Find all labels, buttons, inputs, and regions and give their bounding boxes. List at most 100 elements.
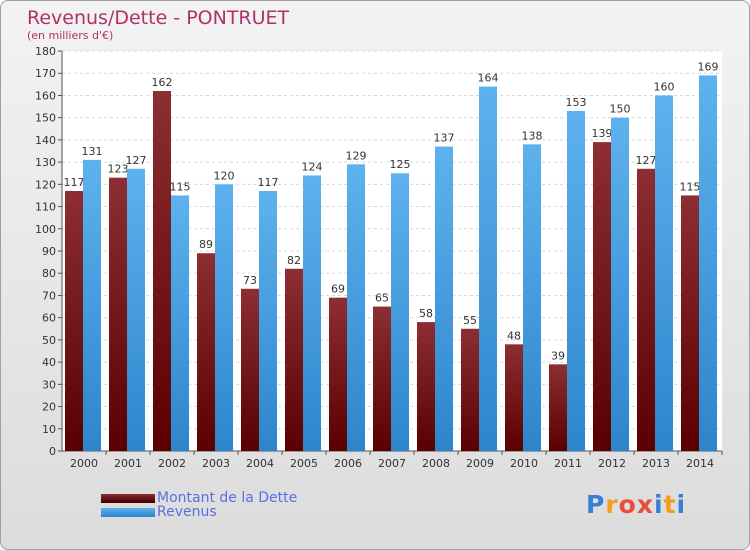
- revenue-bar-2012: [611, 117, 629, 452]
- x-tick-label-2005: 2005: [290, 457, 318, 470]
- x-tick-label-2003: 2003: [202, 457, 230, 470]
- logo-letter: i: [676, 490, 687, 519]
- y-tick-label: 120: [35, 178, 56, 191]
- y-tick-label: 0: [49, 445, 56, 458]
- x-tick-label-2008: 2008: [422, 457, 450, 470]
- debt-bar-2005: [285, 268, 303, 451]
- y-tick-label: 30: [42, 378, 56, 391]
- revenue-value-label-2002: 115: [170, 180, 191, 193]
- revenue-value-label-2003: 120: [214, 169, 235, 182]
- x-tick-label-2013: 2013: [642, 457, 670, 470]
- legend-swatch-debt: [101, 493, 155, 503]
- legend-swatch-revenue: [101, 507, 155, 517]
- revenue-bar-2007: [391, 173, 409, 451]
- debt-bar-2007: [373, 306, 391, 451]
- debt-value-label-2001: 123: [108, 163, 129, 176]
- debt-bar-2009: [461, 328, 479, 451]
- y-tick-label: 80: [42, 267, 56, 280]
- debt-value-label-2012: 139: [592, 127, 613, 140]
- x-tick-label-2012: 2012: [598, 457, 626, 470]
- y-tick-label: 160: [35, 89, 56, 102]
- revenue-value-label-2008: 137: [434, 132, 455, 145]
- x-tick-label-2006: 2006: [334, 457, 362, 470]
- y-tick-label: 180: [35, 45, 56, 58]
- revenue-value-label-2010: 138: [522, 129, 543, 142]
- x-tick-label-2001: 2001: [114, 457, 142, 470]
- debt-value-label-2006: 69: [331, 283, 345, 296]
- debt-value-label-2010: 48: [507, 329, 521, 342]
- debt-bar-2010: [505, 344, 523, 451]
- revenue-value-label-2007: 125: [390, 158, 411, 171]
- debt-bar-2008: [417, 322, 435, 451]
- x-tick-label-2000: 2000: [70, 457, 98, 470]
- y-tick-label: 70: [42, 289, 56, 302]
- revenue-bar-2006: [347, 164, 365, 452]
- debt-value-label-2002: 162: [152, 76, 173, 89]
- revenue-value-label-2011: 153: [566, 96, 587, 109]
- debt-bar-2014: [681, 195, 699, 451]
- revenue-bar-2013: [655, 95, 673, 451]
- debt-bar-2002: [153, 91, 171, 451]
- revenue-value-label-2004: 117: [258, 176, 279, 189]
- debt-bar-2003: [197, 253, 215, 451]
- legend-item-revenue: Revenus: [101, 504, 217, 520]
- revenue-value-label-2014: 169: [698, 60, 719, 73]
- proxiti-logo: Proxiti: [586, 490, 686, 519]
- debt-value-label-2008: 58: [419, 307, 433, 320]
- logo-letter: P: [586, 490, 606, 519]
- debt-value-label-2003: 89: [199, 238, 213, 251]
- debt-value-label-2000: 117: [64, 176, 85, 189]
- revenue-value-label-2000: 131: [82, 145, 103, 158]
- y-tick-label: 50: [42, 334, 56, 347]
- y-tick-label: 90: [42, 245, 56, 258]
- debt-value-label-2011: 39: [551, 349, 565, 362]
- legend-label-debt: Montant de la Dette: [157, 490, 298, 506]
- revenue-bar-2001: [127, 168, 145, 451]
- revenue-value-label-2009: 164: [478, 72, 499, 85]
- logo-letter: x: [636, 490, 654, 519]
- y-tick-label: 170: [35, 67, 56, 80]
- x-tick-label-2004: 2004: [246, 457, 274, 470]
- chart-subtitle: (en milliers d'€): [27, 29, 114, 42]
- logo-letter: i: [654, 490, 664, 519]
- y-tick-label: 60: [42, 312, 56, 325]
- revenue-value-label-2006: 129: [346, 149, 367, 162]
- debt-bar-2000: [65, 191, 83, 451]
- y-tick-label: 100: [35, 223, 56, 236]
- debt-value-label-2014: 115: [680, 180, 701, 193]
- y-tick-label: 20: [42, 401, 56, 414]
- debt-bar-2012: [593, 142, 611, 451]
- debt-value-label-2004: 73: [243, 274, 257, 287]
- legend-label-revenue: Revenus: [157, 504, 217, 520]
- debt-bar-2004: [241, 288, 259, 451]
- y-tick-label: 140: [35, 134, 56, 147]
- debt-value-label-2013: 127: [636, 154, 657, 167]
- x-tick-label-2014: 2014: [686, 457, 714, 470]
- x-tick-label-2011: 2011: [554, 457, 582, 470]
- y-tick-label: 40: [42, 356, 56, 369]
- revenue-value-label-2012: 150: [610, 103, 631, 116]
- debt-value-label-2009: 55: [463, 314, 477, 327]
- debt-bar-2006: [329, 297, 347, 451]
- debt-bar-2011: [549, 364, 567, 451]
- y-tick-label: 150: [35, 112, 56, 125]
- revenue-bar-2010: [523, 144, 541, 452]
- debt-bar-2001: [109, 177, 127, 451]
- x-tick-label-2002: 2002: [158, 457, 186, 470]
- revenue-value-label-2001: 127: [126, 154, 147, 167]
- revenue-bar-2002: [171, 195, 189, 451]
- revenue-bar-2004: [259, 191, 277, 451]
- revenue-bar-2014: [699, 75, 717, 451]
- debt-value-label-2007: 65: [375, 292, 389, 305]
- y-tick-label: 110: [35, 201, 56, 214]
- x-tick-label-2009: 2009: [466, 457, 494, 470]
- revenue-bar-2011: [567, 111, 585, 451]
- logo-letter: r: [605, 490, 619, 519]
- logo-letter: o: [618, 490, 637, 519]
- revenue-bar-2008: [435, 146, 453, 452]
- revenue-value-label-2013: 160: [654, 80, 675, 93]
- revenue-bar-2000: [83, 159, 101, 451]
- revenue-bar-2009: [479, 86, 497, 452]
